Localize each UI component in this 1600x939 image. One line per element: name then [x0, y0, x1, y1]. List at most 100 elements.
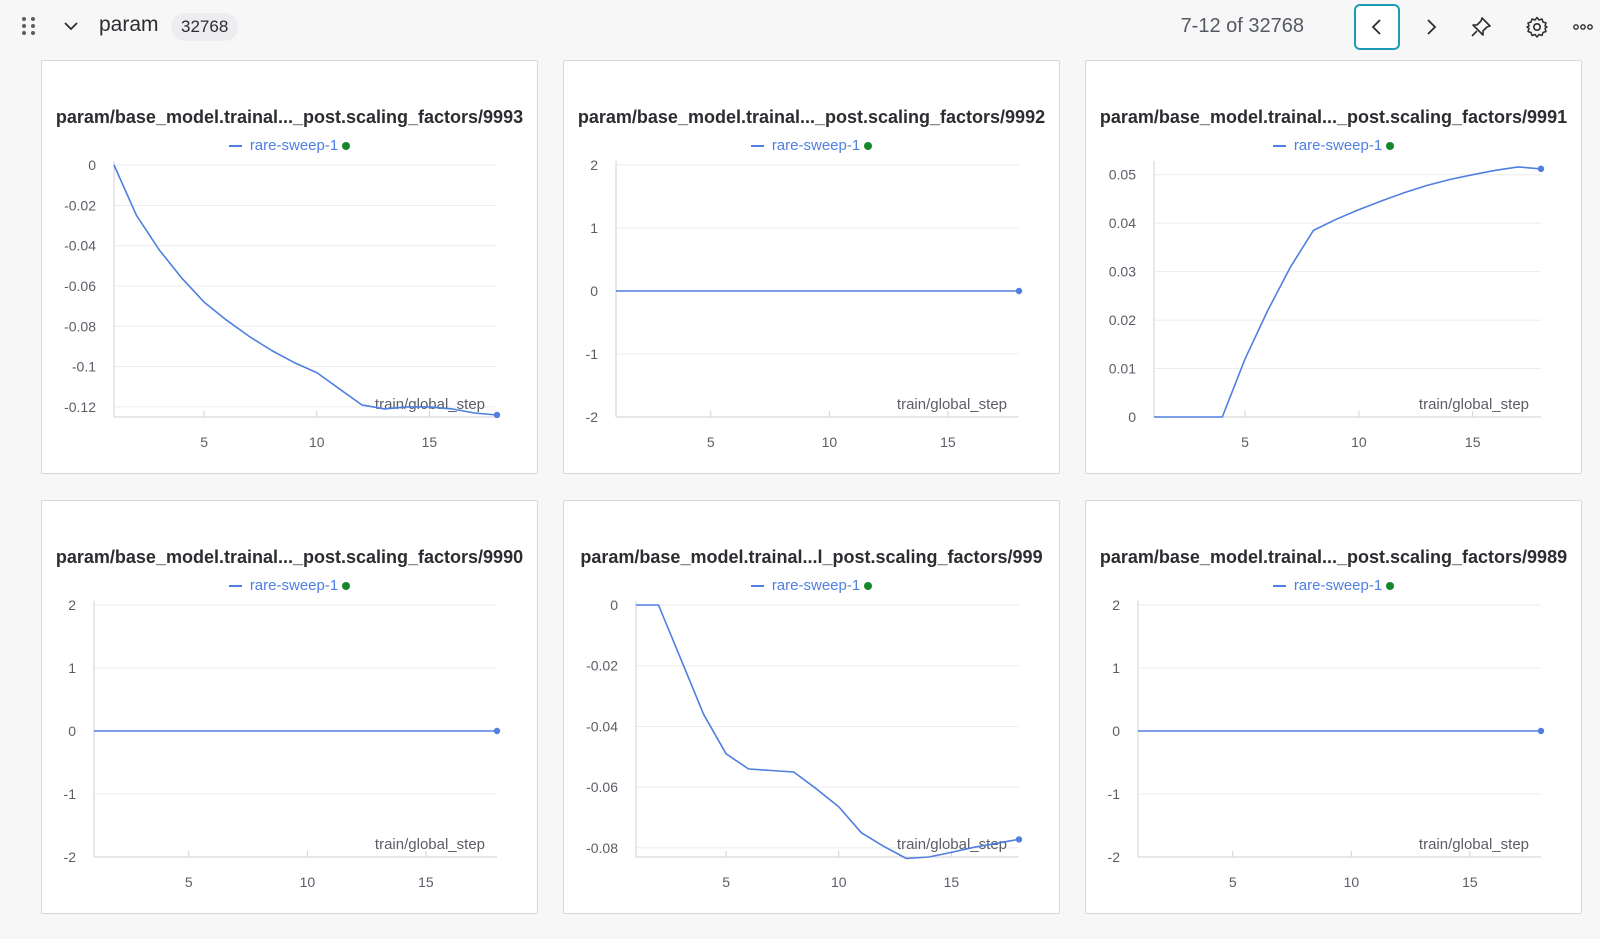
x-tick-label: 10: [1344, 874, 1360, 890]
legend-line-icon: [1272, 145, 1286, 148]
legend-entry[interactable]: rare-sweep-1: [42, 137, 537, 154]
chart-title: param/base_model.trainal..._post.scaling…: [577, 107, 1046, 127]
last-point-marker: [1015, 836, 1023, 843]
y-tick-label: 0: [68, 723, 76, 739]
last-point-marker: [493, 727, 501, 735]
y-tick-label: -0.06: [64, 278, 96, 294]
settings-button[interactable]: [1514, 4, 1560, 50]
last-point-marker: [493, 411, 501, 419]
y-tick-label: 1: [68, 660, 76, 676]
panel-section-header: param 32768 7-12 of 32768: [0, 0, 1600, 56]
chart-plot[interactable]: 0 -0.02 -0.04 -0.06 -0.08 -0.1 -0.12 5 10 15 train…: [42, 61, 537, 473]
legend-entry[interactable]: rare-sweep-1: [564, 137, 1059, 154]
x-tick-label: 5: [185, 874, 193, 890]
x-tick-label: 15: [1465, 434, 1481, 450]
x-tick-label: 10: [300, 874, 316, 890]
y-tick-label: 0.01: [1109, 361, 1136, 377]
chart-title: param/base_model.trainal..._post.scaling…: [55, 107, 524, 127]
chart-panel[interactable]: param/base_model.trainal..._post.scaling…: [1085, 500, 1582, 914]
chart-panel[interactable]: param/base_model.trainal..._post.scaling…: [41, 60, 538, 474]
y-tick-label: -1: [1108, 786, 1121, 802]
legend-entry[interactable]: rare-sweep-1: [42, 577, 537, 594]
section-title[interactable]: param: [99, 13, 159, 36]
run-status-dot-icon: [1386, 582, 1395, 591]
x-tick-label: 5: [722, 874, 730, 890]
x-tick-label: 10: [831, 874, 847, 890]
y-tick-label: -2: [586, 409, 599, 425]
y-tick-label: -0.12: [64, 399, 96, 415]
chart-panel[interactable]: param/base_model.trainal..._post.scaling…: [1085, 60, 1582, 474]
y-tick-label: 0.03: [1109, 264, 1136, 280]
pin-icon: [1471, 17, 1491, 37]
legend-label: rare-sweep-1: [249, 137, 339, 154]
chart-panel[interactable]: param/base_model.trainal...l_post.scalin…: [563, 500, 1060, 914]
legend-label: rare-sweep-1: [1293, 577, 1383, 594]
x-tick-label: 15: [418, 874, 434, 890]
x-tick-label: 5: [707, 434, 715, 450]
x-tick-label: 10: [822, 434, 838, 450]
y-tick-label: -0.02: [586, 658, 618, 674]
last-point-marker: [1537, 165, 1545, 173]
x-tick-label: 15: [944, 874, 960, 890]
legend-entry[interactable]: rare-sweep-1: [1086, 137, 1581, 154]
legend-label: rare-sweep-1: [1293, 137, 1383, 154]
legend-entry[interactable]: rare-sweep-1: [1086, 577, 1581, 594]
y-tick-label: -2: [1108, 849, 1121, 865]
y-tick-label: 0.05: [1109, 167, 1136, 183]
legend-line-icon: [1272, 585, 1286, 588]
legend-line-icon: [228, 145, 242, 148]
legend-line-icon: [750, 585, 764, 588]
y-tick-label: 1: [1112, 660, 1120, 676]
legend-entry[interactable]: rare-sweep-1: [564, 577, 1059, 594]
y-tick-label: 0.02: [1109, 312, 1136, 328]
y-tick-label: -1: [586, 346, 599, 362]
next-page-button[interactable]: [1408, 4, 1454, 50]
x-axis-label: train/global_step: [897, 396, 1007, 413]
pin-button[interactable]: [1458, 4, 1504, 50]
more-options-button[interactable]: [1568, 4, 1598, 50]
y-tick-label: 0: [1112, 723, 1120, 739]
gear-icon: [1526, 16, 1548, 38]
y-tick-label: -0.04: [64, 238, 96, 254]
y-tick-label: 0: [1128, 409, 1136, 425]
chevron-left-icon: [1371, 19, 1381, 35]
series-line: [113, 164, 498, 416]
chart-panel[interactable]: param/base_model.trainal..._post.scaling…: [41, 500, 538, 914]
y-tick-label: -0.1: [72, 359, 96, 375]
chevron-down-icon[interactable]: [62, 17, 80, 35]
drag-handle-icon[interactable]: [20, 16, 38, 36]
chart-panel[interactable]: param/base_model.trainal..._post.scaling…: [563, 60, 1060, 474]
y-tick-label: -0.02: [64, 197, 96, 213]
series-line: [636, 604, 1020, 860]
chart-plot[interactable]: 0 0.01 0.02 0.03 0.04 0.05 5 10 15 train/global_s…: [1086, 61, 1581, 473]
count-badge: 32768: [171, 13, 239, 41]
y-tick-label: 0: [610, 597, 618, 613]
x-axis-label: train/global_step: [1419, 836, 1529, 853]
x-axis-label: train/global_step: [375, 836, 485, 853]
run-status-dot-icon: [1386, 142, 1395, 151]
legend-label: rare-sweep-1: [249, 577, 339, 594]
legend-line-icon: [750, 145, 764, 148]
run-status-dot-icon: [342, 582, 351, 591]
x-tick-label: 5: [1241, 434, 1249, 450]
y-tick-label: 0: [590, 283, 598, 299]
prev-page-button[interactable]: [1354, 4, 1400, 50]
x-tick-label: 15: [1462, 874, 1478, 890]
y-tick-label: 1: [590, 220, 598, 236]
more-icon: [1573, 24, 1593, 30]
y-tick-label: -1: [64, 786, 77, 802]
legend-label: rare-sweep-1: [771, 577, 861, 594]
x-axis-label: train/global_step: [897, 836, 1007, 853]
x-tick-label: 10: [309, 434, 325, 450]
run-status-dot-icon: [864, 582, 873, 591]
chart-title: param/base_model.trainal...l_post.scalin…: [580, 547, 1043, 567]
x-tick-label: 15: [422, 434, 438, 450]
run-status-dot-icon: [864, 142, 873, 151]
chart-plot[interactable]: 0 -0.02 -0.04 -0.06 -0.08 5 10 15 train/global_s…: [564, 501, 1059, 913]
y-tick-label: -0.08: [64, 318, 96, 334]
chart-title: param/base_model.trainal..._post.scaling…: [55, 547, 524, 567]
x-axis-label: train/global_step: [1419, 396, 1529, 413]
